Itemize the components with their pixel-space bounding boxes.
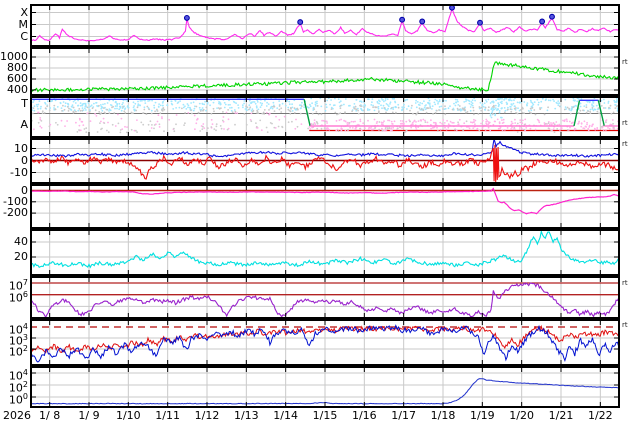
x-tick-label: 1/21	[548, 409, 574, 422]
panel-xray-flux	[30, 4, 620, 47]
x-tick-label: 1/13	[233, 409, 259, 422]
x-tick-label: 1/16	[351, 409, 377, 422]
panel-solar-wind-speed	[30, 47, 620, 96]
y-tick-label-activity-index: 20	[14, 250, 28, 263]
series-index	[32, 231, 618, 269]
y-tick-label-solar-wind-speed: 1000	[0, 50, 28, 63]
y-tick-label-activity-index: 40	[14, 235, 28, 248]
y-tick-label-electron-flux: 103	[8, 333, 28, 348]
x-tick-label: 1/15	[312, 409, 338, 422]
y-tick-label-dst-index: -100	[3, 194, 28, 208]
y-tick-label-solar-wind-speed: 600	[7, 72, 28, 85]
y-tick-label-solar-wind-speed: 400	[7, 83, 28, 96]
y-tick-label-magnetic-field: 0	[21, 153, 28, 167]
scatter-a-scatter-pink-left	[33, 111, 312, 132]
series-dst	[32, 187, 618, 215]
panel-electron-flux	[30, 319, 620, 366]
panel-activity-index	[30, 229, 620, 276]
x-tick-label: 1/19	[469, 409, 495, 422]
flare-event-marker	[399, 16, 406, 23]
y-tick-label-proton-flux: 107	[8, 278, 28, 293]
x-tick-label: 1/17	[391, 409, 416, 422]
y-tick-label-t-a-status: A	[20, 117, 28, 131]
series-wind-speed	[32, 61, 618, 93]
rt-label: rt	[622, 119, 628, 127]
series-electron-blue	[32, 324, 618, 363]
y-tick-label-dst-index: 0	[21, 183, 28, 197]
x-tick-label: 1/12	[194, 409, 220, 422]
flare-event-marker	[477, 19, 483, 26]
x-tick-label: 1/ 9	[78, 409, 100, 422]
y-tick-label-dst-index: -200	[3, 206, 28, 220]
series-bt	[32, 140, 618, 158]
y-tick-label-cosmic-ray: 102	[8, 380, 28, 395]
y-tick-label-xray-flux: X	[20, 5, 28, 19]
x-axis-year-label: 2026	[3, 409, 31, 422]
flare-event-marker	[539, 18, 546, 25]
series-goes-xray	[32, 6, 618, 42]
flare-event-marker	[549, 13, 555, 20]
x-tick-label: 1/14	[273, 409, 298, 422]
y-tick-label-t-a-status: T	[21, 97, 28, 111]
flare-event-marker	[297, 19, 304, 26]
y-tick-label-electron-flux: 104	[8, 322, 28, 337]
x-tick-label: 1/22	[587, 409, 613, 422]
y-tick-label-cosmic-ray: 100	[8, 392, 28, 407]
y-tick-label-proton-flux: 106	[8, 289, 28, 305]
series-proton	[32, 282, 618, 317]
series-status-rise-1	[573, 100, 581, 127]
series-status-fall-2	[597, 100, 605, 127]
x-tick-label: 1/20	[509, 409, 534, 422]
x-tick-label: 1/10	[115, 409, 141, 422]
panel-proton-flux	[30, 276, 620, 319]
x-tick-label: 1/ 8	[39, 409, 61, 422]
flare-event-marker	[449, 6, 455, 11]
series-status-fall-1	[303, 99, 311, 127]
scatter-t-scatter-gray	[32, 104, 618, 116]
rt-label: rt	[622, 279, 628, 287]
flare-event-marker	[183, 14, 190, 21]
panel-magnetic-field	[30, 138, 620, 184]
y-tick-label-electron-flux: 102	[8, 344, 28, 359]
rt-label: rt	[622, 140, 628, 148]
series-bz	[32, 144, 618, 182]
x-tick-label: 1/18	[430, 409, 456, 422]
panel-t-a-status	[30, 96, 620, 138]
rt-label: rt	[622, 321, 628, 329]
panel-cosmic-ray	[30, 366, 620, 408]
y-tick-label-solar-wind-speed: 800	[7, 61, 28, 74]
series-electron-red	[32, 324, 618, 354]
panel-dst-index	[30, 184, 620, 229]
y-tick-label-magnetic-field: -10	[10, 165, 28, 179]
flare-event-marker	[419, 18, 426, 25]
y-tick-label-xray-flux: M	[18, 17, 29, 31]
rt-label: rt	[622, 58, 628, 66]
y-tick-label-magnetic-field: 10	[14, 141, 28, 155]
y-tick-label-cosmic-ray: 104	[8, 368, 28, 383]
x-tick-label: 1/11	[155, 409, 180, 422]
y-tick-label-xray-flux: C	[20, 29, 28, 43]
